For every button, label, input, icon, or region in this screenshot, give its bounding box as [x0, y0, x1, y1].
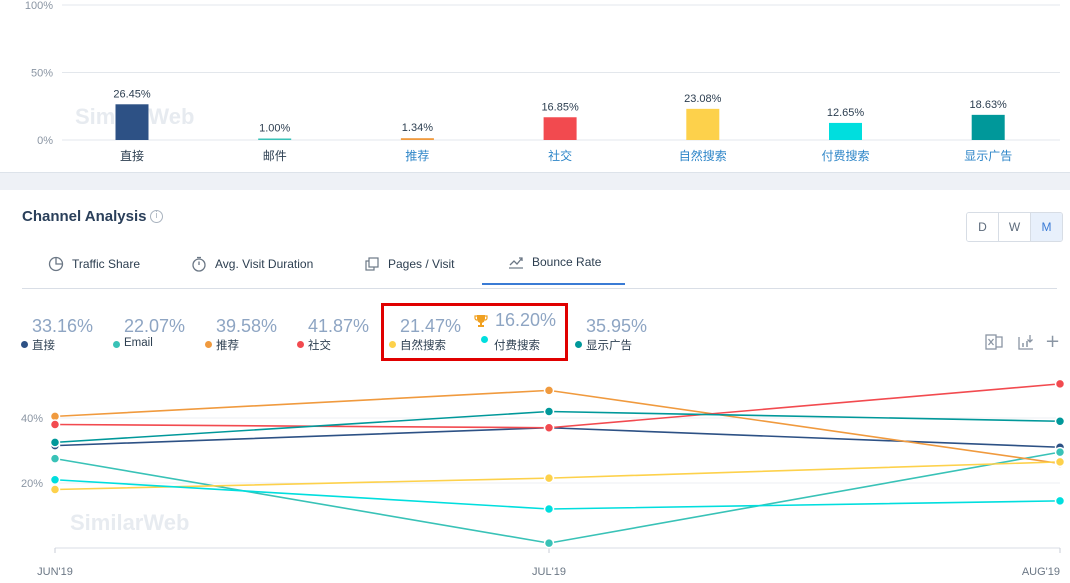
bar-value-label: 16.85% — [541, 101, 579, 113]
series-line[interactable] — [54, 461, 1061, 491]
legend-dot — [113, 341, 120, 348]
channel-analysis-card — [0, 190, 1070, 583]
tab-label: Pages / Visit — [388, 256, 455, 271]
bounce-rate-line-chart: 40% 20% JUN'19 JUL'19 AUG'19 SimilarWeb — [21, 378, 1066, 578]
bar[interactable] — [829, 122, 862, 140]
legend-value: 16.20% — [495, 310, 557, 330]
data-point[interactable] — [543, 537, 555, 549]
bar-category-label[interactable]: 付费搜索 — [821, 148, 869, 163]
highlight-box — [381, 303, 568, 361]
series-line[interactable] — [54, 451, 1061, 544]
data-point[interactable] — [543, 385, 555, 396]
legend-label[interactable]: 付费搜索 — [494, 340, 540, 352]
bar-category-label[interactable]: 显示广告 — [964, 149, 1012, 163]
bar-category-label[interactable]: 直接 — [120, 148, 144, 163]
pie-chart-icon — [48, 256, 64, 271]
pages-icon — [365, 256, 379, 271]
legend-label[interactable]: 自然搜索 — [400, 340, 446, 352]
legend-dot — [205, 341, 212, 348]
legend-dot — [481, 336, 488, 343]
data-point[interactable] — [543, 422, 555, 433]
tab-label: Bounce Rate — [532, 254, 602, 269]
bar-value-label: 12.65% — [827, 107, 865, 119]
data-point[interactable] — [49, 437, 61, 448]
add-to-dashboard-icon[interactable] — [1017, 333, 1035, 351]
top-chart-card: 100%50%0%SimilarWeb26.45%直接1.00%邮件1.34%推… — [0, 0, 1070, 173]
data-point[interactable] — [49, 484, 61, 495]
bar-category-label[interactable]: 邮件 — [263, 149, 287, 163]
legend-value: 21.47% — [400, 316, 462, 336]
data-point[interactable] — [1054, 456, 1066, 468]
tab-traffic-share[interactable]: Traffic Share — [48, 240, 140, 287]
section-title: Channel Analysis — [22, 208, 147, 225]
data-point[interactable] — [1054, 378, 1066, 390]
series-line[interactable] — [54, 426, 1061, 449]
legend-value: 33.16% — [32, 316, 94, 336]
data-point[interactable] — [543, 406, 555, 417]
bar-y-tick: 100% — [25, 0, 53, 12]
bar-value-label: 1.34% — [402, 122, 433, 134]
series-line[interactable] — [54, 383, 1061, 429]
info-icon[interactable]: i — [150, 210, 163, 223]
legend-value: 39.58% — [216, 316, 278, 336]
legend-label[interactable]: 社交 — [308, 340, 331, 352]
x-tick-label: JUN'19 — [37, 566, 73, 578]
bar-value-label: 26.45% — [113, 88, 151, 100]
legend-dot — [575, 341, 582, 348]
bar[interactable] — [115, 104, 149, 140]
legend-label[interactable]: 直接 — [32, 340, 55, 352]
data-point[interactable] — [1054, 416, 1066, 427]
trend-icon — [509, 256, 523, 269]
legend-label[interactable]: 推荐 — [216, 340, 239, 352]
legend-value: 41.87% — [308, 316, 370, 336]
data-point[interactable] — [1054, 446, 1066, 458]
legend-dot — [389, 341, 396, 348]
bar-value-label: 18.63% — [970, 99, 1008, 111]
bar-value-label: 23.08% — [684, 93, 722, 105]
tab-label: Traffic Share — [72, 256, 141, 271]
stopwatch-icon — [192, 256, 206, 272]
tab-avg-visit-duration[interactable]: Avg. Visit Duration — [191, 240, 313, 287]
legend-label[interactable]: Email — [124, 337, 153, 349]
data-point[interactable] — [49, 453, 61, 464]
watermark: SimilarWeb — [70, 510, 189, 535]
tab-bounce-rate[interactable]: Bounce Rate — [482, 240, 625, 285]
excel-download-icon[interactable] — [985, 333, 1003, 351]
bar-chart: 100%50%0%SimilarWeb26.45%直接1.00%邮件1.34%推… — [25, 0, 1060, 163]
period-selector: D W M — [966, 212, 1063, 242]
legend-value: 22.07% — [124, 316, 186, 336]
data-point[interactable] — [49, 474, 61, 485]
legend-value: 35.95% — [586, 316, 648, 336]
data-point[interactable] — [543, 503, 555, 515]
bar-category-label[interactable]: 推荐 — [405, 149, 429, 163]
data-point[interactable] — [49, 419, 61, 430]
bar-y-tick: 50% — [31, 68, 53, 80]
period-button-m[interactable]: M — [1031, 213, 1062, 241]
period-button-w[interactable]: W — [999, 213, 1031, 241]
data-point[interactable] — [543, 472, 555, 484]
bar-value-label: 1.00% — [259, 123, 290, 135]
bar[interactable] — [400, 138, 434, 140]
bar[interactable] — [971, 114, 1005, 140]
legend-label[interactable]: 显示广告 — [586, 340, 632, 352]
plus-icon[interactable]: + — [1045, 331, 1061, 352]
bar-y-tick: 0% — [37, 135, 53, 147]
legend-dot — [21, 341, 28, 348]
trophy-icon — [474, 315, 488, 327]
metric-tabs: Traffic Share Avg. Visit Duration Pages … — [22, 240, 1057, 289]
tab-pages-visit[interactable]: Pages / Visit — [364, 240, 454, 287]
x-tick-label: JUL'19 — [532, 566, 566, 578]
line-y-tick: 20% — [21, 478, 43, 490]
bar-category-label[interactable]: 自然搜索 — [679, 148, 727, 163]
x-tick-label: AUG'19 — [1022, 566, 1060, 578]
line-y-tick: 40% — [21, 413, 43, 425]
period-button-d[interactable]: D — [967, 213, 999, 241]
tab-label: Avg. Visit Duration — [215, 256, 314, 271]
bar-category-label[interactable]: 社交 — [548, 148, 572, 163]
bar[interactable] — [543, 117, 577, 140]
data-point[interactable] — [1054, 495, 1066, 507]
bar[interactable] — [686, 108, 720, 140]
bar[interactable] — [258, 138, 292, 141]
legend-dot — [297, 341, 304, 348]
